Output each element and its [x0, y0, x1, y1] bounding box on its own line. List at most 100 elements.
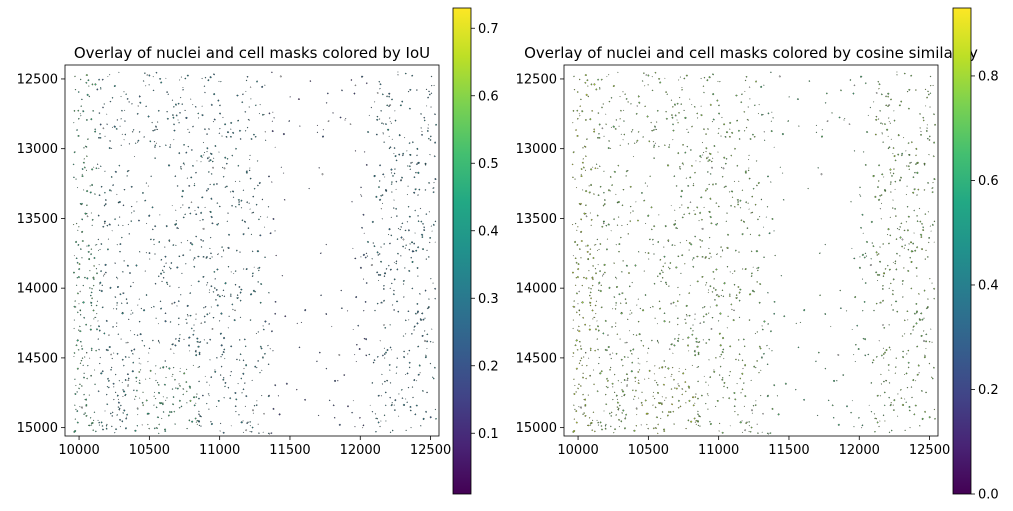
- cell-mask: [882, 275, 885, 277]
- cell-mask: [116, 304, 118, 306]
- cell-mask: [220, 422, 222, 425]
- cell-mask: [249, 319, 252, 321]
- cell-mask: [586, 244, 589, 247]
- cell-mask: [381, 194, 384, 196]
- cell-mask: [79, 362, 82, 364]
- cell-mask: [186, 177, 189, 179]
- cell-mask: [663, 312, 666, 314]
- cell-mask: [741, 420, 743, 422]
- cell-mask: [861, 424, 864, 427]
- cell-mask: [767, 323, 769, 325]
- cell-mask: [678, 384, 680, 387]
- cell-mask: [364, 256, 367, 259]
- cell-mask: [239, 291, 242, 294]
- cell-mask: [867, 353, 870, 356]
- cell-mask: [374, 413, 376, 415]
- cell-mask: [912, 176, 915, 178]
- cell-mask: [260, 347, 263, 350]
- cell-mask: [933, 220, 936, 223]
- cell-mask: [257, 331, 259, 333]
- cell-mask: [576, 229, 578, 232]
- cell-mask: [389, 287, 391, 289]
- cell-mask: [663, 360, 665, 362]
- cell-mask: [127, 223, 130, 226]
- cell-mask: [840, 89, 842, 92]
- cell-mask: [615, 278, 618, 280]
- cell-mask: [85, 398, 87, 401]
- cell-mask: [609, 176, 612, 178]
- cell-mask: [658, 300, 661, 303]
- cell-mask: [199, 220, 201, 222]
- cell-mask: [916, 194, 918, 196]
- cell-mask: [98, 112, 101, 115]
- cell-mask: [360, 266, 362, 269]
- cell-mask: [78, 268, 81, 271]
- cell-mask: [362, 424, 365, 427]
- cell-mask: [924, 213, 927, 215]
- cell-mask: [893, 119, 896, 122]
- cell-mask: [198, 341, 200, 343]
- cell-mask: [354, 257, 357, 260]
- cell-mask: [217, 223, 219, 225]
- cell-mask: [815, 131, 818, 133]
- cell-mask: [209, 312, 211, 314]
- cell-mask: [435, 123, 438, 126]
- cell-mask: [224, 385, 226, 388]
- cell-mask: [915, 311, 918, 314]
- cell-mask: [729, 293, 731, 295]
- cell-mask: [188, 344, 190, 347]
- cell-mask: [909, 162, 911, 164]
- cell-mask: [193, 396, 196, 399]
- cell-mask: [83, 413, 85, 415]
- cell-mask: [163, 428, 167, 431]
- cell-mask: [623, 120, 625, 122]
- cell-mask: [369, 404, 371, 406]
- cell-mask: [880, 218, 882, 220]
- cell-mask: [395, 159, 398, 162]
- cell-mask: [689, 284, 691, 286]
- cell-mask: [186, 74, 189, 77]
- cell-mask: [601, 127, 604, 130]
- cell-mask: [600, 370, 603, 373]
- cell-mask: [572, 352, 575, 354]
- cell-mask: [747, 202, 749, 204]
- cell-mask: [589, 347, 592, 350]
- cell-mask: [608, 140, 610, 142]
- cell-mask: [132, 129, 135, 131]
- cell-mask: [173, 410, 176, 413]
- cell-mask: [652, 305, 654, 308]
- cell-mask: [224, 156, 227, 159]
- cell-mask: [197, 117, 200, 119]
- cell-mask: [146, 412, 149, 415]
- cell-mask: [269, 232, 272, 235]
- cell-mask: [596, 214, 599, 217]
- cell-mask: [761, 328, 764, 331]
- cell-mask: [738, 180, 740, 182]
- cell-mask: [195, 213, 198, 215]
- cell-mask: [625, 264, 628, 267]
- cell-mask: [210, 197, 213, 200]
- cell-mask: [888, 121, 890, 123]
- cell-mask: [413, 379, 416, 381]
- cell-mask: [106, 403, 109, 406]
- cell-mask: [915, 303, 918, 305]
- cell-mask: [76, 129, 78, 131]
- cell-mask: [103, 273, 106, 275]
- cell-mask: [127, 373, 129, 375]
- cell-mask: [662, 428, 666, 431]
- cell-mask: [632, 210, 634, 212]
- cell-mask: [618, 125, 620, 127]
- cell-mask: [721, 350, 724, 354]
- cell-mask: [908, 165, 910, 168]
- cell-mask: [629, 313, 631, 315]
- cell-mask: [620, 312, 623, 315]
- cell-mask: [402, 280, 405, 282]
- cell-mask: [629, 220, 632, 223]
- cell-mask: [212, 120, 214, 123]
- cell-mask: [113, 308, 115, 310]
- cell-mask: [188, 385, 192, 388]
- cell-mask: [155, 365, 157, 367]
- cell-mask: [679, 241, 681, 244]
- cell-mask: [79, 203, 82, 205]
- cell-mask: [599, 372, 602, 375]
